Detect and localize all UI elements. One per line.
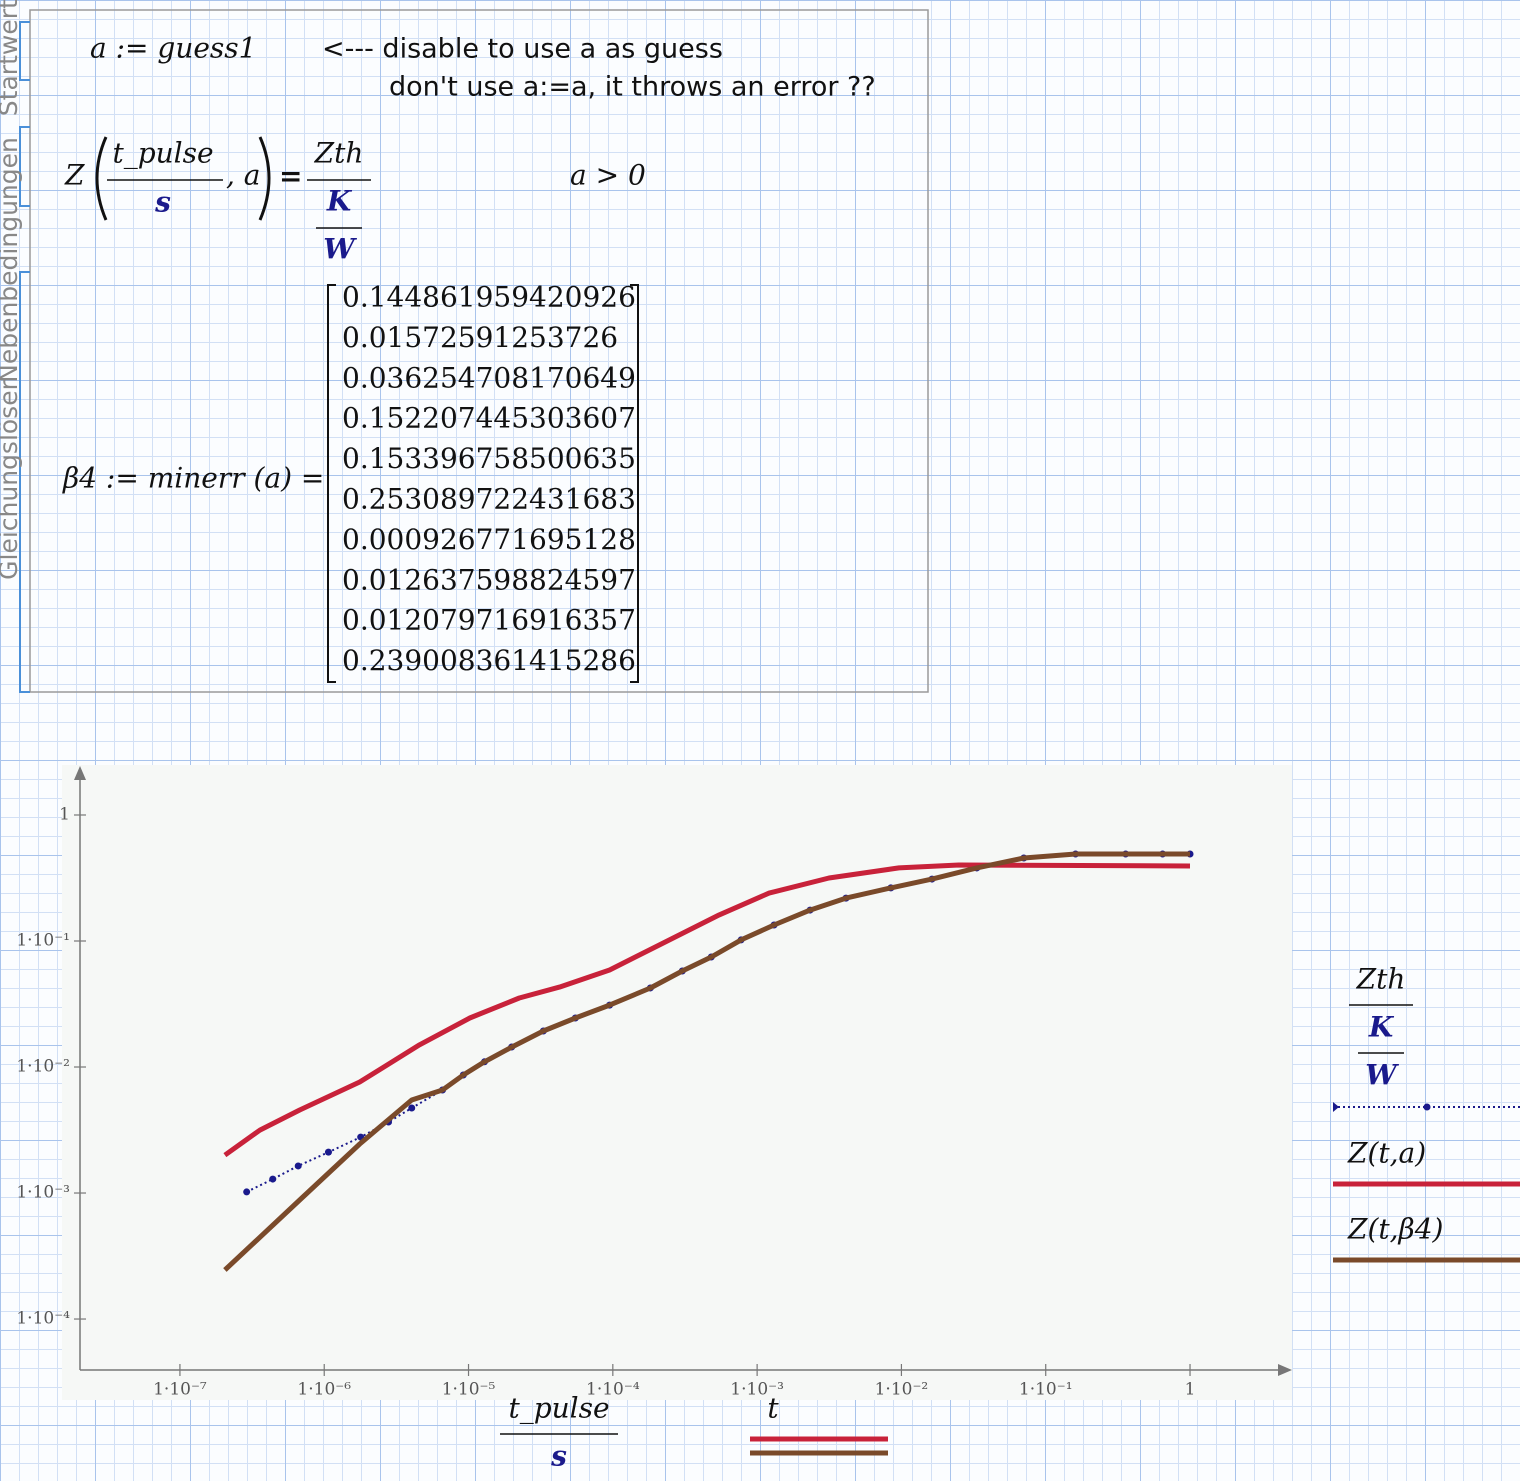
chart: 1·10⁻⁷ 1·10⁻⁶ 1·10⁻⁵ 1·10⁻⁴ 1·10⁻³ 1·10⁻² 1·10…: [16, 766, 1520, 1473]
x-tick-label: 1·10⁻⁴: [586, 1380, 640, 1400]
matrix-value: 0.036254708170649: [342, 361, 636, 394]
y-tick-label: 1·10⁻³: [16, 1183, 70, 1203]
data-point: [243, 1188, 251, 1196]
legend-marker: [1423, 1103, 1431, 1111]
matrix-value: 0.152207445303607: [342, 402, 636, 435]
y-axis-arrow: [74, 766, 86, 780]
fraction-numerator: t_pulse: [112, 137, 213, 170]
paren: [95, 136, 108, 221]
data-point: [294, 1162, 302, 1170]
x-tick-label: 1·10⁻³: [730, 1380, 784, 1400]
x-axis-arrow: [1278, 1364, 1292, 1376]
legend-marker: [1333, 1102, 1339, 1112]
parameter: , a: [226, 159, 261, 192]
matrix-value: 0.153396758500635: [342, 442, 636, 475]
x-tick-label: 1·10⁻²: [875, 1380, 929, 1400]
matrix-value: 0.239008361415286: [342, 644, 636, 677]
fraction-denominator: s: [154, 186, 171, 219]
solve-block-frame: [29, 9, 929, 693]
series-line: [223, 862, 1191, 1158]
paren: [258, 136, 271, 221]
x-tick-label: 1·10⁻⁶: [297, 1380, 351, 1400]
y-tick-label: 1·10⁻¹: [16, 931, 70, 951]
y-tick-label: 1·10⁻⁴: [16, 1309, 70, 1329]
matrix-value: 0.000926771695128: [342, 523, 636, 556]
guess-definition: a := guess1: [90, 32, 256, 65]
x-axis-label: t_pulse: [508, 1392, 609, 1425]
legend-label: Z(t,a): [1347, 1137, 1426, 1170]
x-tick-label: 1·10⁻⁷: [153, 1380, 207, 1400]
data-point: [269, 1175, 277, 1183]
y-axis-label: K: [1368, 1011, 1395, 1044]
x-tick-label: 1: [1185, 1380, 1196, 1400]
data-point: [408, 1104, 416, 1112]
region-brackets: [19, 21, 30, 693]
x-tick-label: 1·10⁻⁵: [442, 1380, 496, 1400]
unit-numerator: K: [326, 185, 353, 218]
equals: =: [279, 160, 302, 193]
function-name: Z: [64, 159, 85, 192]
matrix-brackets: [327, 284, 639, 683]
fraction-numerator: Zth: [314, 137, 364, 170]
side-label: Startwerte: [0, 0, 23, 116]
y-tick-label: 1: [59, 804, 70, 824]
matrix-value: 0.012637598824597: [342, 563, 636, 596]
constraint: a > 0: [570, 159, 646, 192]
comment: <--- disable to use a as guess: [322, 34, 723, 65]
x-axis-label: s: [550, 1440, 567, 1473]
result-matrix: 0.144861959420926 0.01572591253726 0.03625…: [342, 281, 636, 678]
x-tick-label: 1·10⁻¹: [1019, 1380, 1073, 1400]
matrix-value: 0.144861959420926: [342, 281, 636, 314]
legend-label: Z(t,β4): [1347, 1213, 1443, 1246]
matrix-value: 0.01572591253726: [342, 321, 618, 354]
matrix-value: 0.253089722431683: [342, 483, 636, 516]
side-label: Gleichungslöser: [0, 379, 23, 579]
x-axis-label: t: [767, 1392, 779, 1425]
unit-denominator: W: [323, 233, 357, 266]
side-label: Nebenbedingungen: [0, 137, 23, 383]
plot-background: [62, 765, 1292, 1400]
matrix-value: 0.012079716916357: [342, 604, 636, 637]
series-line: [223, 851, 1190, 1272]
data-point: [324, 1148, 332, 1156]
y-tick-label: 1·10⁻²: [16, 1057, 70, 1077]
result-definition: β4 := minerr (a) =: [62, 462, 324, 495]
y-axis-label: Zth: [1356, 963, 1406, 996]
comment: don't use a:=a, it throws an error ??: [389, 72, 876, 103]
y-axis-label: W: [1365, 1059, 1399, 1092]
